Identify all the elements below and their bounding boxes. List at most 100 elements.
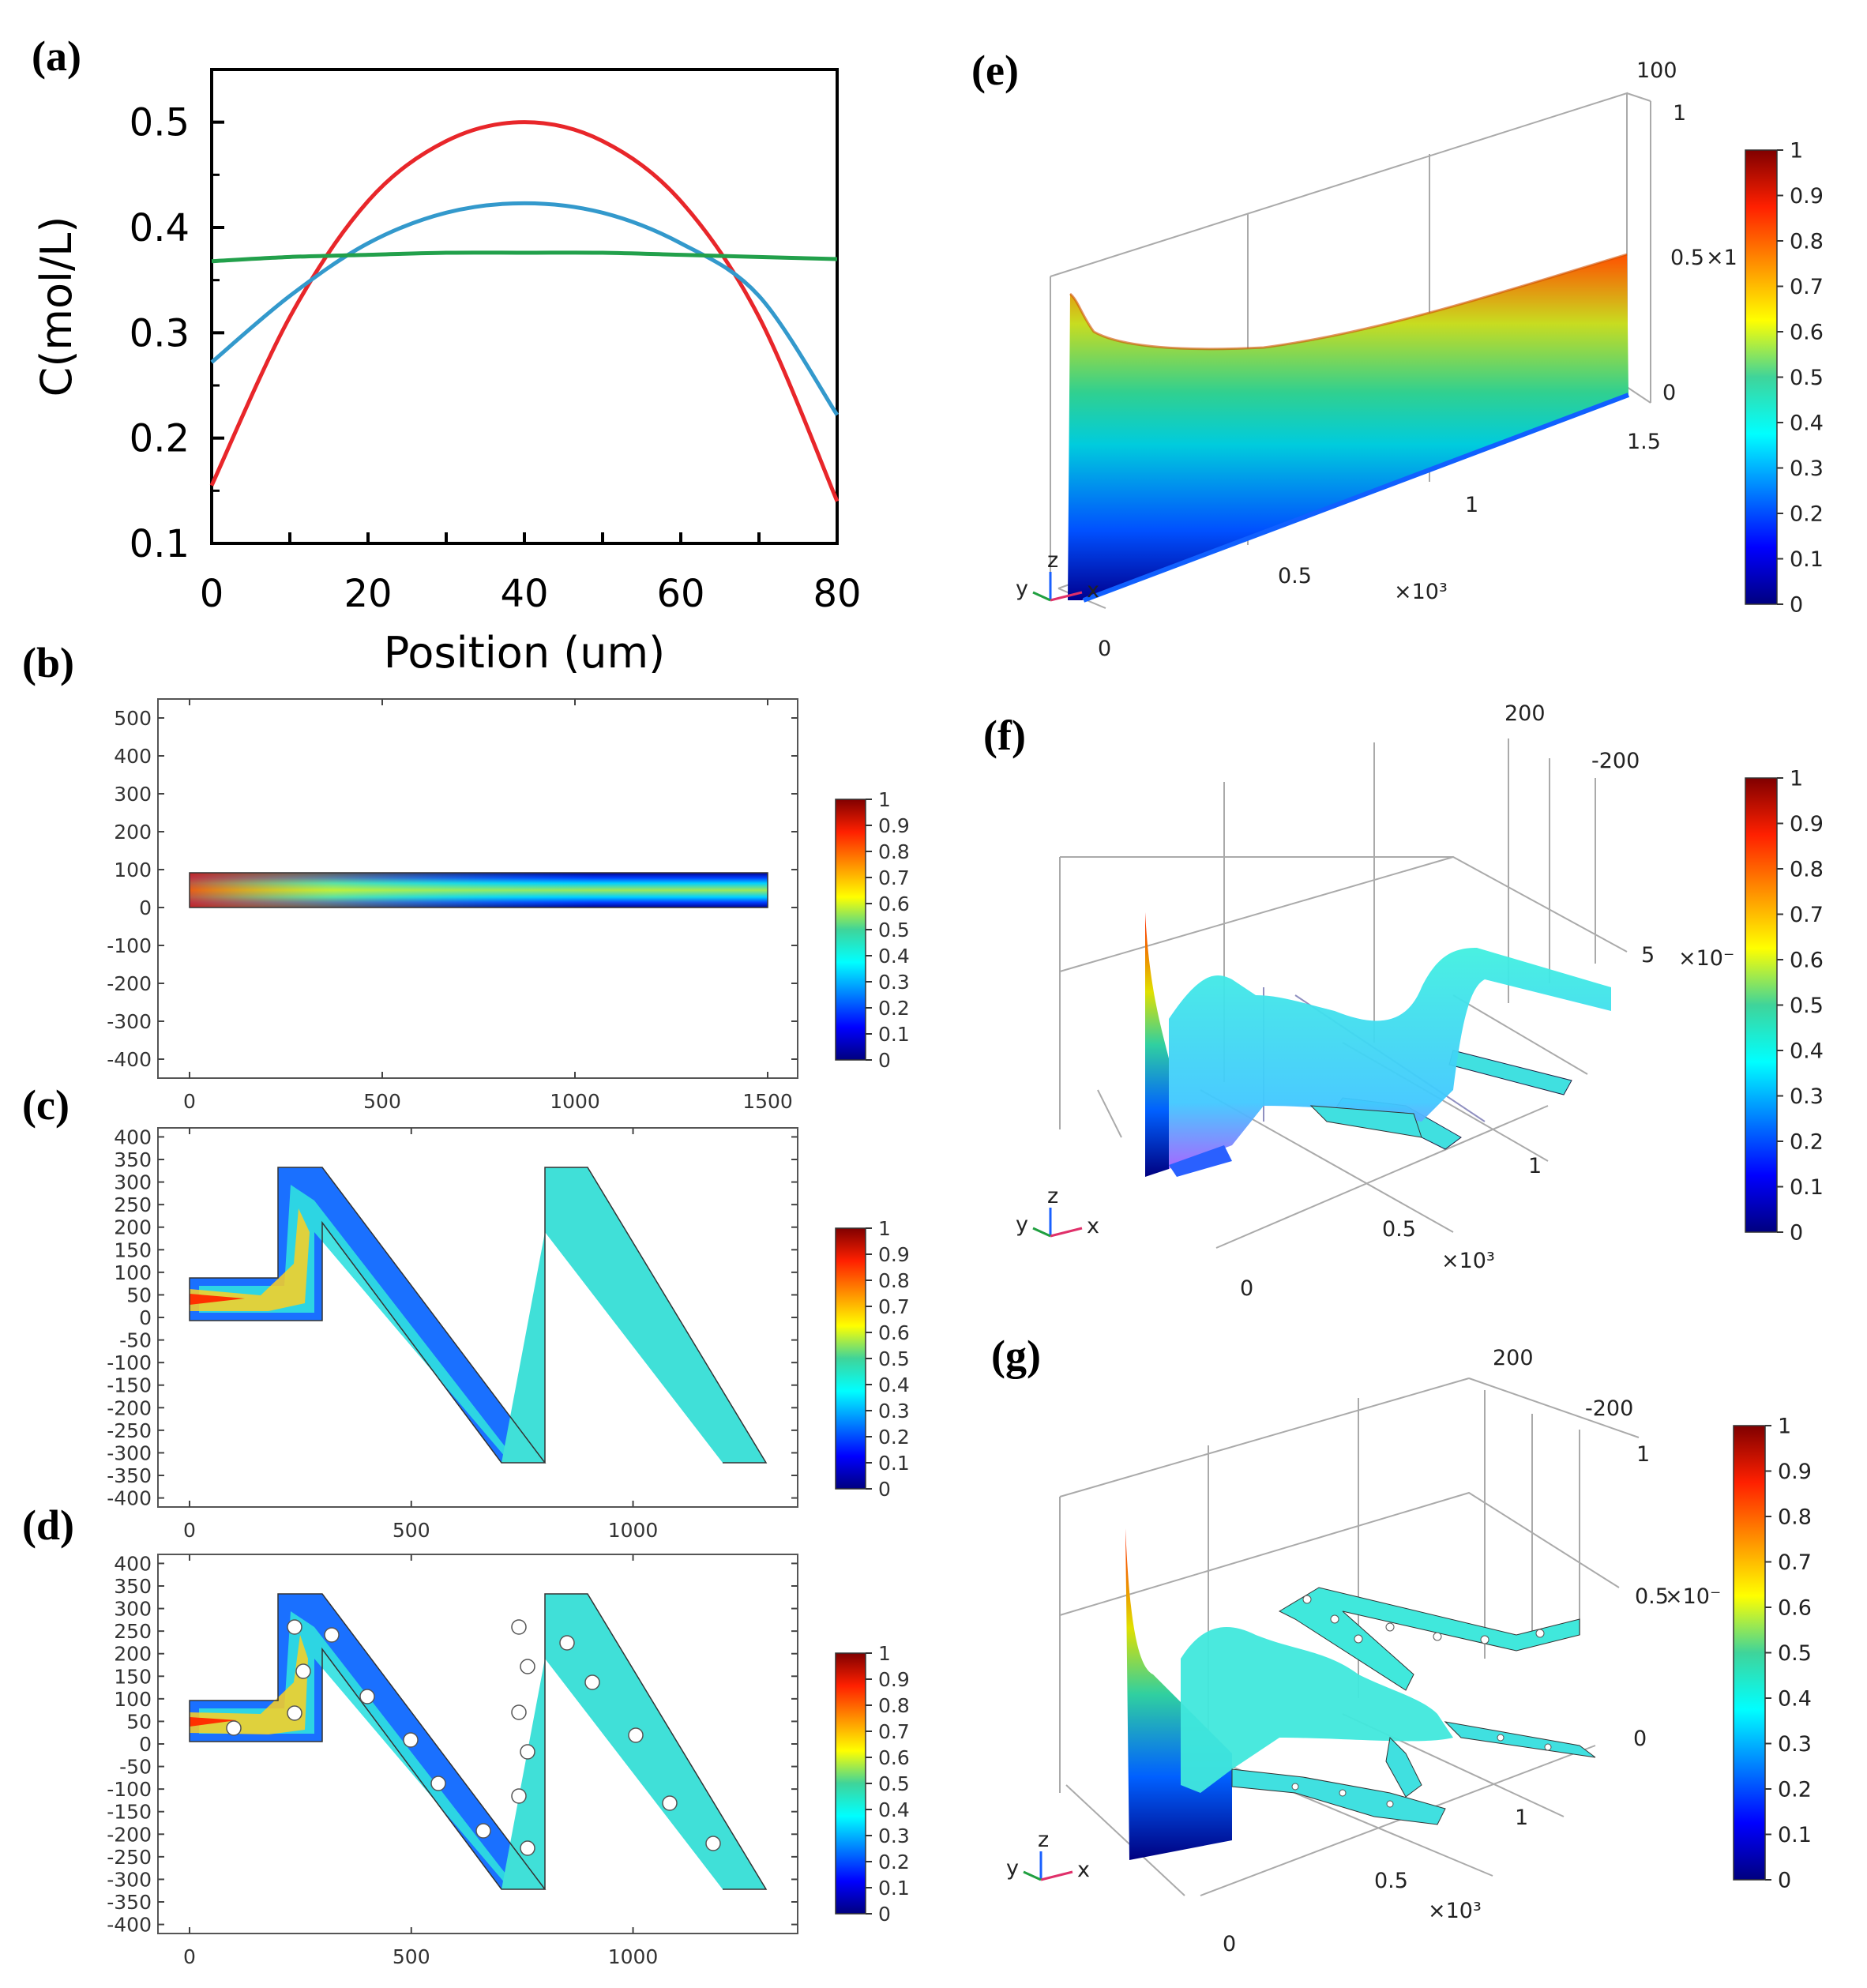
d-ticks-ytick-label: -300 (107, 1868, 152, 1891)
a-ytick-label: 0.2 (130, 417, 190, 461)
colorbar-tick-label: 0.7 (1790, 903, 1824, 927)
pillar (226, 1720, 242, 1736)
f-labels-axis-label: ×10³ (1441, 1249, 1495, 1273)
colorbar-tick-label: 0.1 (1790, 547, 1824, 572)
pillar (287, 1619, 302, 1635)
panel-e-base-edge (1082, 393, 1630, 603)
colorbar-tick-label: 0.3 (1790, 1084, 1824, 1109)
colorbar-tick-label: 0.6 (878, 893, 910, 915)
b-ticks-xtick-label: 500 (363, 1090, 401, 1113)
a-xtick-label: 20 (344, 572, 392, 616)
pillar (1480, 1635, 1489, 1644)
c-ticks-ytick-label: -150 (107, 1374, 152, 1397)
colorbar-gradient (835, 1652, 866, 1915)
panel-c-channel-border (189, 1167, 768, 1464)
triad-x-label: x (1077, 1858, 1090, 1882)
triad-y-label: y (1016, 1212, 1028, 1237)
colorbar-tick-label: 0.7 (878, 1720, 910, 1743)
colorbar-tick-label: 0.4 (878, 1798, 910, 1821)
colorbar-tick-label: 0.2 (1778, 1777, 1812, 1802)
a-xtick-label: 60 (656, 572, 704, 616)
d-ticks-ytick-label: 200 (114, 1643, 152, 1666)
b-ticks-ytick-label: 400 (114, 745, 152, 768)
d-ticks-ytick-label: -200 (107, 1823, 152, 1846)
c-ticks-ytick-label: -400 (107, 1487, 152, 1510)
pillar (511, 1788, 527, 1804)
f-labels-axis-label: -200 (1591, 749, 1640, 773)
colorbar-tick-label: 0 (878, 1049, 891, 1072)
g-labels-axis-label: ×10³ (1428, 1899, 1482, 1923)
panel-a-ylabel: C(mol/L) (32, 216, 81, 397)
panel-c-plume-yellow (190, 1208, 310, 1311)
d-ticks-xtick-label: 0 (183, 1945, 196, 1968)
panel-label-a: (a) (32, 32, 81, 80)
colorbar-tick-label: 0.4 (1790, 1039, 1824, 1063)
g-labels-axis-label: -200 (1585, 1396, 1633, 1421)
pillar (1544, 1743, 1552, 1751)
pillar (1385, 1622, 1395, 1632)
a-ytick-label: 0.5 (130, 101, 190, 145)
pillar (295, 1663, 311, 1679)
colorbar-tick-label: 0.3 (878, 1825, 910, 1847)
colorbar-tick-label: 0.1 (878, 1452, 910, 1475)
colorbar-gradient (1745, 149, 1778, 605)
cb-c-colorbar: 1 0.9 0.8 0.7 0.6 0.5 0.4 0.3 0.2 0.1 0 (835, 1217, 910, 1501)
panel-d-zigzag-with-pillars: 400350300250200150100500-50-100-150-200-… (107, 1552, 798, 1968)
e-labels-axis-label: 0.5 (1278, 564, 1312, 588)
pillar (403, 1732, 419, 1748)
pillar (1535, 1629, 1545, 1638)
colorbar-tick-label: 0.5 (1778, 1641, 1812, 1666)
panel-f-inlet-spike (1145, 912, 1169, 1177)
panel-label-d: (d) (22, 1501, 74, 1549)
panel-label-b: (b) (22, 639, 74, 686)
colorbar-tick-label: 0.8 (878, 1694, 910, 1717)
colorbar-tick-label: 0.5 (1790, 366, 1824, 390)
panel-c-channel-second (501, 1167, 766, 1463)
b-ticks-ytick-label: 200 (114, 821, 152, 844)
f-labels-axis-label: 5 (1641, 943, 1655, 968)
e-labels-axis-label: 1.5 (1627, 430, 1661, 454)
triad-y-label: y (1006, 1856, 1019, 1881)
colorbar-tick-label: 0.3 (878, 971, 910, 994)
b-ticks-ytick-label: -200 (107, 972, 152, 995)
c-ticks-xtick-label: 1000 (608, 1519, 659, 1542)
f-labels-axis-label: 1 (1528, 1154, 1542, 1178)
colorbar-tick-label: 1 (878, 788, 891, 811)
colorbar-tick-label: 0 (878, 1478, 891, 1501)
colorbar-tick-label: 0.3 (878, 1400, 910, 1422)
c-ticks-xtick-label: 500 (393, 1519, 430, 1542)
d-ticks-ytick-label: 0 (139, 1733, 152, 1756)
b-ticks-ytick-label: 0 (139, 896, 152, 919)
a-xtick-label: 40 (500, 572, 548, 616)
f-labels-axis-label: ×10⁻ (1678, 946, 1734, 971)
colorbar-tick-label: 0.5 (1790, 994, 1824, 1018)
colorbar-tick-label: 0.8 (1790, 857, 1824, 881)
triad-y-label: y (1016, 577, 1028, 601)
c-ticks-ytick-label: 250 (114, 1193, 152, 1216)
g-labels-axis-label: 1 (1515, 1806, 1528, 1830)
c-ticks-ytick-label: -250 (107, 1419, 152, 1442)
panel-f-floor-strip (1309, 1105, 1422, 1138)
panel-label-f: (f) (983, 712, 1026, 759)
colorbar-tick-label: 0.2 (878, 1426, 910, 1449)
colorbar-tick-label: 1 (1778, 1414, 1791, 1438)
colorbar-tick-label: 0.9 (1778, 1460, 1812, 1484)
pillar (511, 1704, 527, 1720)
panel-g-raised-channel (1278, 1587, 1580, 1691)
g-labels-axis-label: 0 (1633, 1727, 1647, 1751)
a-ytick-label: 0.3 (130, 311, 190, 355)
colorbar-tick-label: 0.2 (878, 1851, 910, 1873)
d-ticks-ytick-label: 350 (114, 1575, 152, 1598)
d-ticks-ytick-label: -250 (107, 1846, 152, 1869)
e-labels-axis-label: 100 (1636, 58, 1677, 83)
pillar (520, 1659, 535, 1674)
d-ticks-ytick-label: 300 (114, 1598, 152, 1621)
colorbar-tick-label: 1 (878, 1642, 891, 1665)
c-ticks-ytick-label: 300 (114, 1171, 152, 1194)
pillar (1330, 1614, 1339, 1624)
e-labels-axis-label: 0 (1662, 381, 1676, 405)
panel-g-floor-channel-2 (1444, 1721, 1596, 1758)
d-ticks-xtick-label: 500 (393, 1945, 430, 1968)
b-ticks-ytick-label: -100 (107, 934, 152, 957)
pillar (628, 1727, 644, 1743)
